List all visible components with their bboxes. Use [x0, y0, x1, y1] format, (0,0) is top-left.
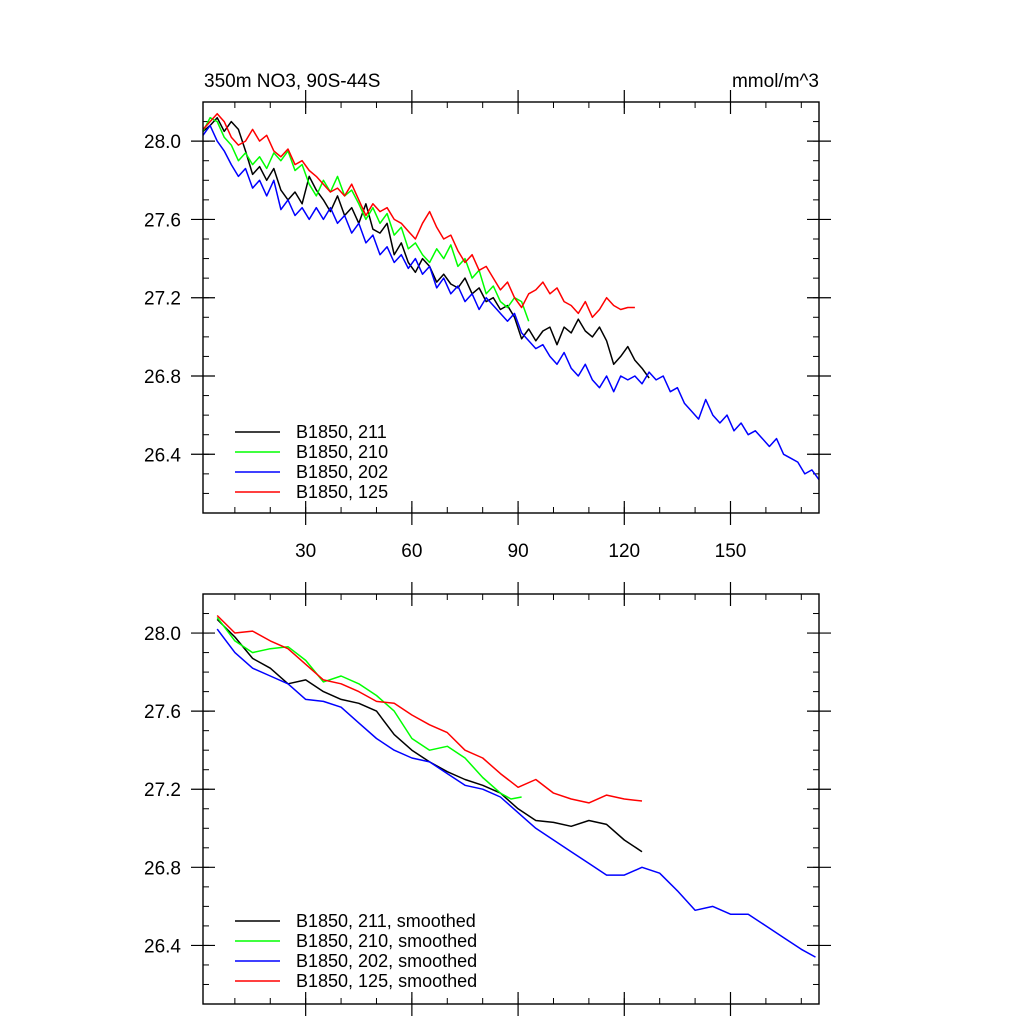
y-tick-label: 26.4	[144, 445, 181, 466]
legend-label: B1850, 211	[296, 422, 387, 442]
legend-label: B1850, 125	[296, 482, 388, 502]
series-line	[216, 628, 816, 958]
x-tick-label: 90	[508, 541, 529, 562]
plot-frame	[202, 101, 820, 514]
x-tick-label: 150	[715, 541, 747, 562]
x-tick-label: 30	[295, 541, 316, 562]
series-line	[202, 116, 530, 322]
series-line	[202, 116, 650, 379]
chart-title: 350m NO3, 90S-44S	[204, 71, 380, 92]
y-tick-label: 27.6	[144, 702, 181, 723]
y-tick-label: 28.0	[144, 132, 181, 153]
y-tick-label: 26.4	[144, 936, 181, 957]
plot-frame	[202, 593, 820, 1005]
y-tick-label: 27.6	[144, 210, 181, 231]
y-tick-label: 26.8	[144, 858, 181, 879]
legend-label: B1850, 125, smoothed	[296, 971, 477, 991]
x-tick-label: 60	[401, 541, 422, 562]
series-line	[216, 616, 522, 800]
series-line	[216, 614, 643, 804]
legend-label: B1850, 210, smoothed	[296, 931, 477, 951]
x-tick-label: 120	[608, 541, 640, 562]
legend-label: B1850, 211, smoothed	[296, 911, 476, 931]
y-tick-label: 28.0	[144, 624, 181, 645]
panel-bottom: 26.4 26.8 27.2 27.6 28.0 B1850, 211, smoothe…	[144, 582, 831, 1016]
series-line	[202, 124, 820, 481]
y-tick-label: 26.8	[144, 367, 181, 388]
panel-top: 350m NO3, 90S-44S mmol/m^3 26.4 26.8 27.2 2…	[144, 71, 831, 562]
y-tick-label: 27.2	[144, 780, 181, 801]
units-label: mmol/m^3	[732, 71, 819, 92]
series-line	[202, 112, 635, 319]
legend-label: B1850, 202, smoothed	[296, 951, 477, 971]
legend-label: B1850, 202	[296, 462, 388, 482]
y-tick-label: 27.2	[144, 289, 181, 310]
legend-label: B1850, 210	[296, 442, 388, 462]
